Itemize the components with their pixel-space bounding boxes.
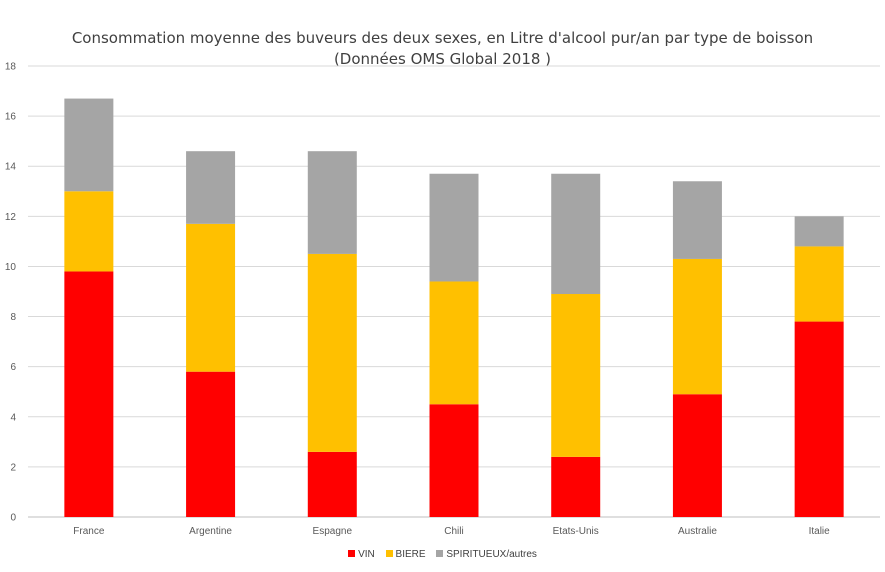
bar-italie-biere [794,246,844,322]
y-tick-label-4: 4 [10,412,16,423]
chart-title: Consommation moyenne des buveurs des deu… [71,29,814,47]
bar-italie-vin [794,321,844,517]
y-tick-label-6: 6 [10,362,16,373]
x-tick-label-france: France [73,526,105,537]
legend-swatch-spiritueux [436,550,444,557]
y-tick-label-14: 14 [5,162,17,173]
bar-argentine-biere [186,223,236,372]
x-tick-label-argentine: Argentine [189,526,232,537]
legend-item-vin: VIN [348,549,375,560]
y-tick-label-8: 8 [10,312,16,323]
chart-subtitle: (Données OMS Global 2018 ) [333,50,552,68]
bar-espagne-spiritueux-autres [307,151,357,254]
legend: VIN BIERE SPIRITUEUX/autres [0,549,885,560]
bar-argentine-vin [186,371,236,517]
bar-argentine-spiritueux-autres [186,151,236,224]
y-tick-label-18: 18 [5,62,17,73]
x-tick-label-etats-unis: Etats-Unis [553,526,599,537]
legend-label-vin: VIN [358,549,375,560]
x-tick-label-italie: Italie [809,526,831,537]
legend-swatch-vin [348,550,356,557]
bar-espagne-vin [307,451,357,517]
bar-etats-unis-biere [551,294,601,457]
legend-label-spiritueux: SPIRITUEUX/autres [446,549,537,560]
legend-swatch-biere [385,550,393,557]
bar-australie-biere [672,258,722,395]
bar-italie-spiritueux-autres [794,216,844,247]
bar-chili-spiritueux-autres [429,173,479,282]
legend-label-biere: BIERE [395,549,426,560]
bar-etats-unis-vin [551,456,601,517]
x-tick-label-chili: Chili [444,526,463,537]
y-tick-label-2: 2 [10,462,16,473]
y-tick-label-0: 0 [10,513,16,524]
bar-espagne-biere [307,253,357,452]
legend-item-spiritueux: SPIRITUEUX/autres [436,549,537,560]
bar-australie-vin [672,394,722,517]
y-tick-label-16: 16 [5,112,17,123]
x-tick-label-australie: Australie [678,526,717,537]
bar-france-vin [64,271,114,517]
legend-item-biere: BIERE [385,549,426,560]
y-tick-label-10: 10 [5,262,17,273]
bar-france-biere [64,191,114,272]
bar-etats-unis-spiritueux-autres [551,173,601,295]
bar-france-spiritueux-autres [64,98,114,192]
y-tick-label-12: 12 [5,212,17,223]
x-tick-label-espagne: Espagne [313,526,353,537]
bar-chili-biere [429,281,479,405]
bar-chili-vin [429,404,479,517]
bar-australie-spiritueux-autres [672,181,722,259]
